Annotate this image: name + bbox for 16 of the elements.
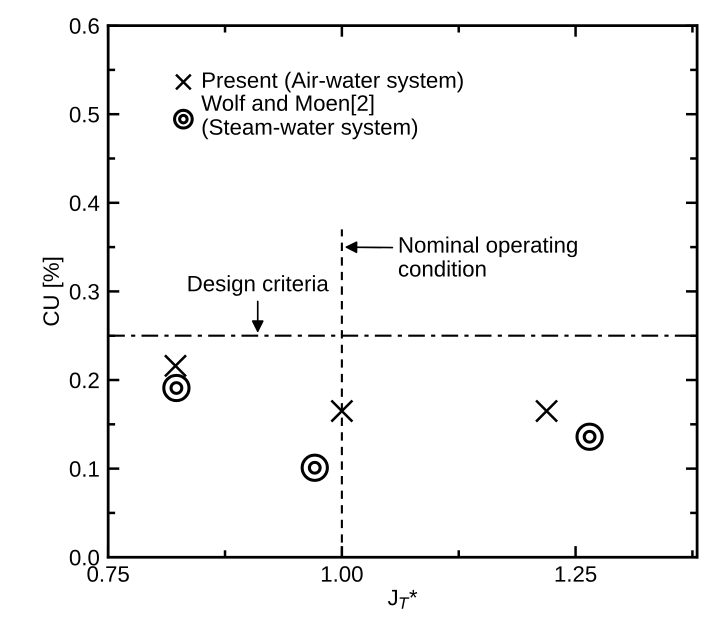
y-tick-label: 0.4 <box>70 195 100 212</box>
y-tick-label: 0.1 <box>70 461 99 477</box>
y-tick-label: 0.3 <box>70 284 99 300</box>
x-tick-label: 1.00 <box>322 566 363 582</box>
x-axis-title: J$_{T}$* <box>388 590 418 609</box>
y-tick-label: 0.2 <box>70 372 99 388</box>
legend-label: Present (Air-water system) <box>203 72 463 92</box>
y-tick-label: 0.5 <box>70 106 99 122</box>
legend-label: Wolf and Moen[2] (Steam-water system) <box>201 94 418 140</box>
y-tick-label: 0.0 <box>70 550 99 566</box>
annotation: Design criteria <box>188 275 329 296</box>
y-axis-title: CU [%] <box>42 258 64 326</box>
x-tick-label: 0.75 <box>87 566 129 582</box>
x-tick-label: 1.25 <box>556 566 596 582</box>
y-tick-label: 0.6 <box>70 18 99 34</box>
annotation: Nominal operating condition <box>398 236 577 277</box>
